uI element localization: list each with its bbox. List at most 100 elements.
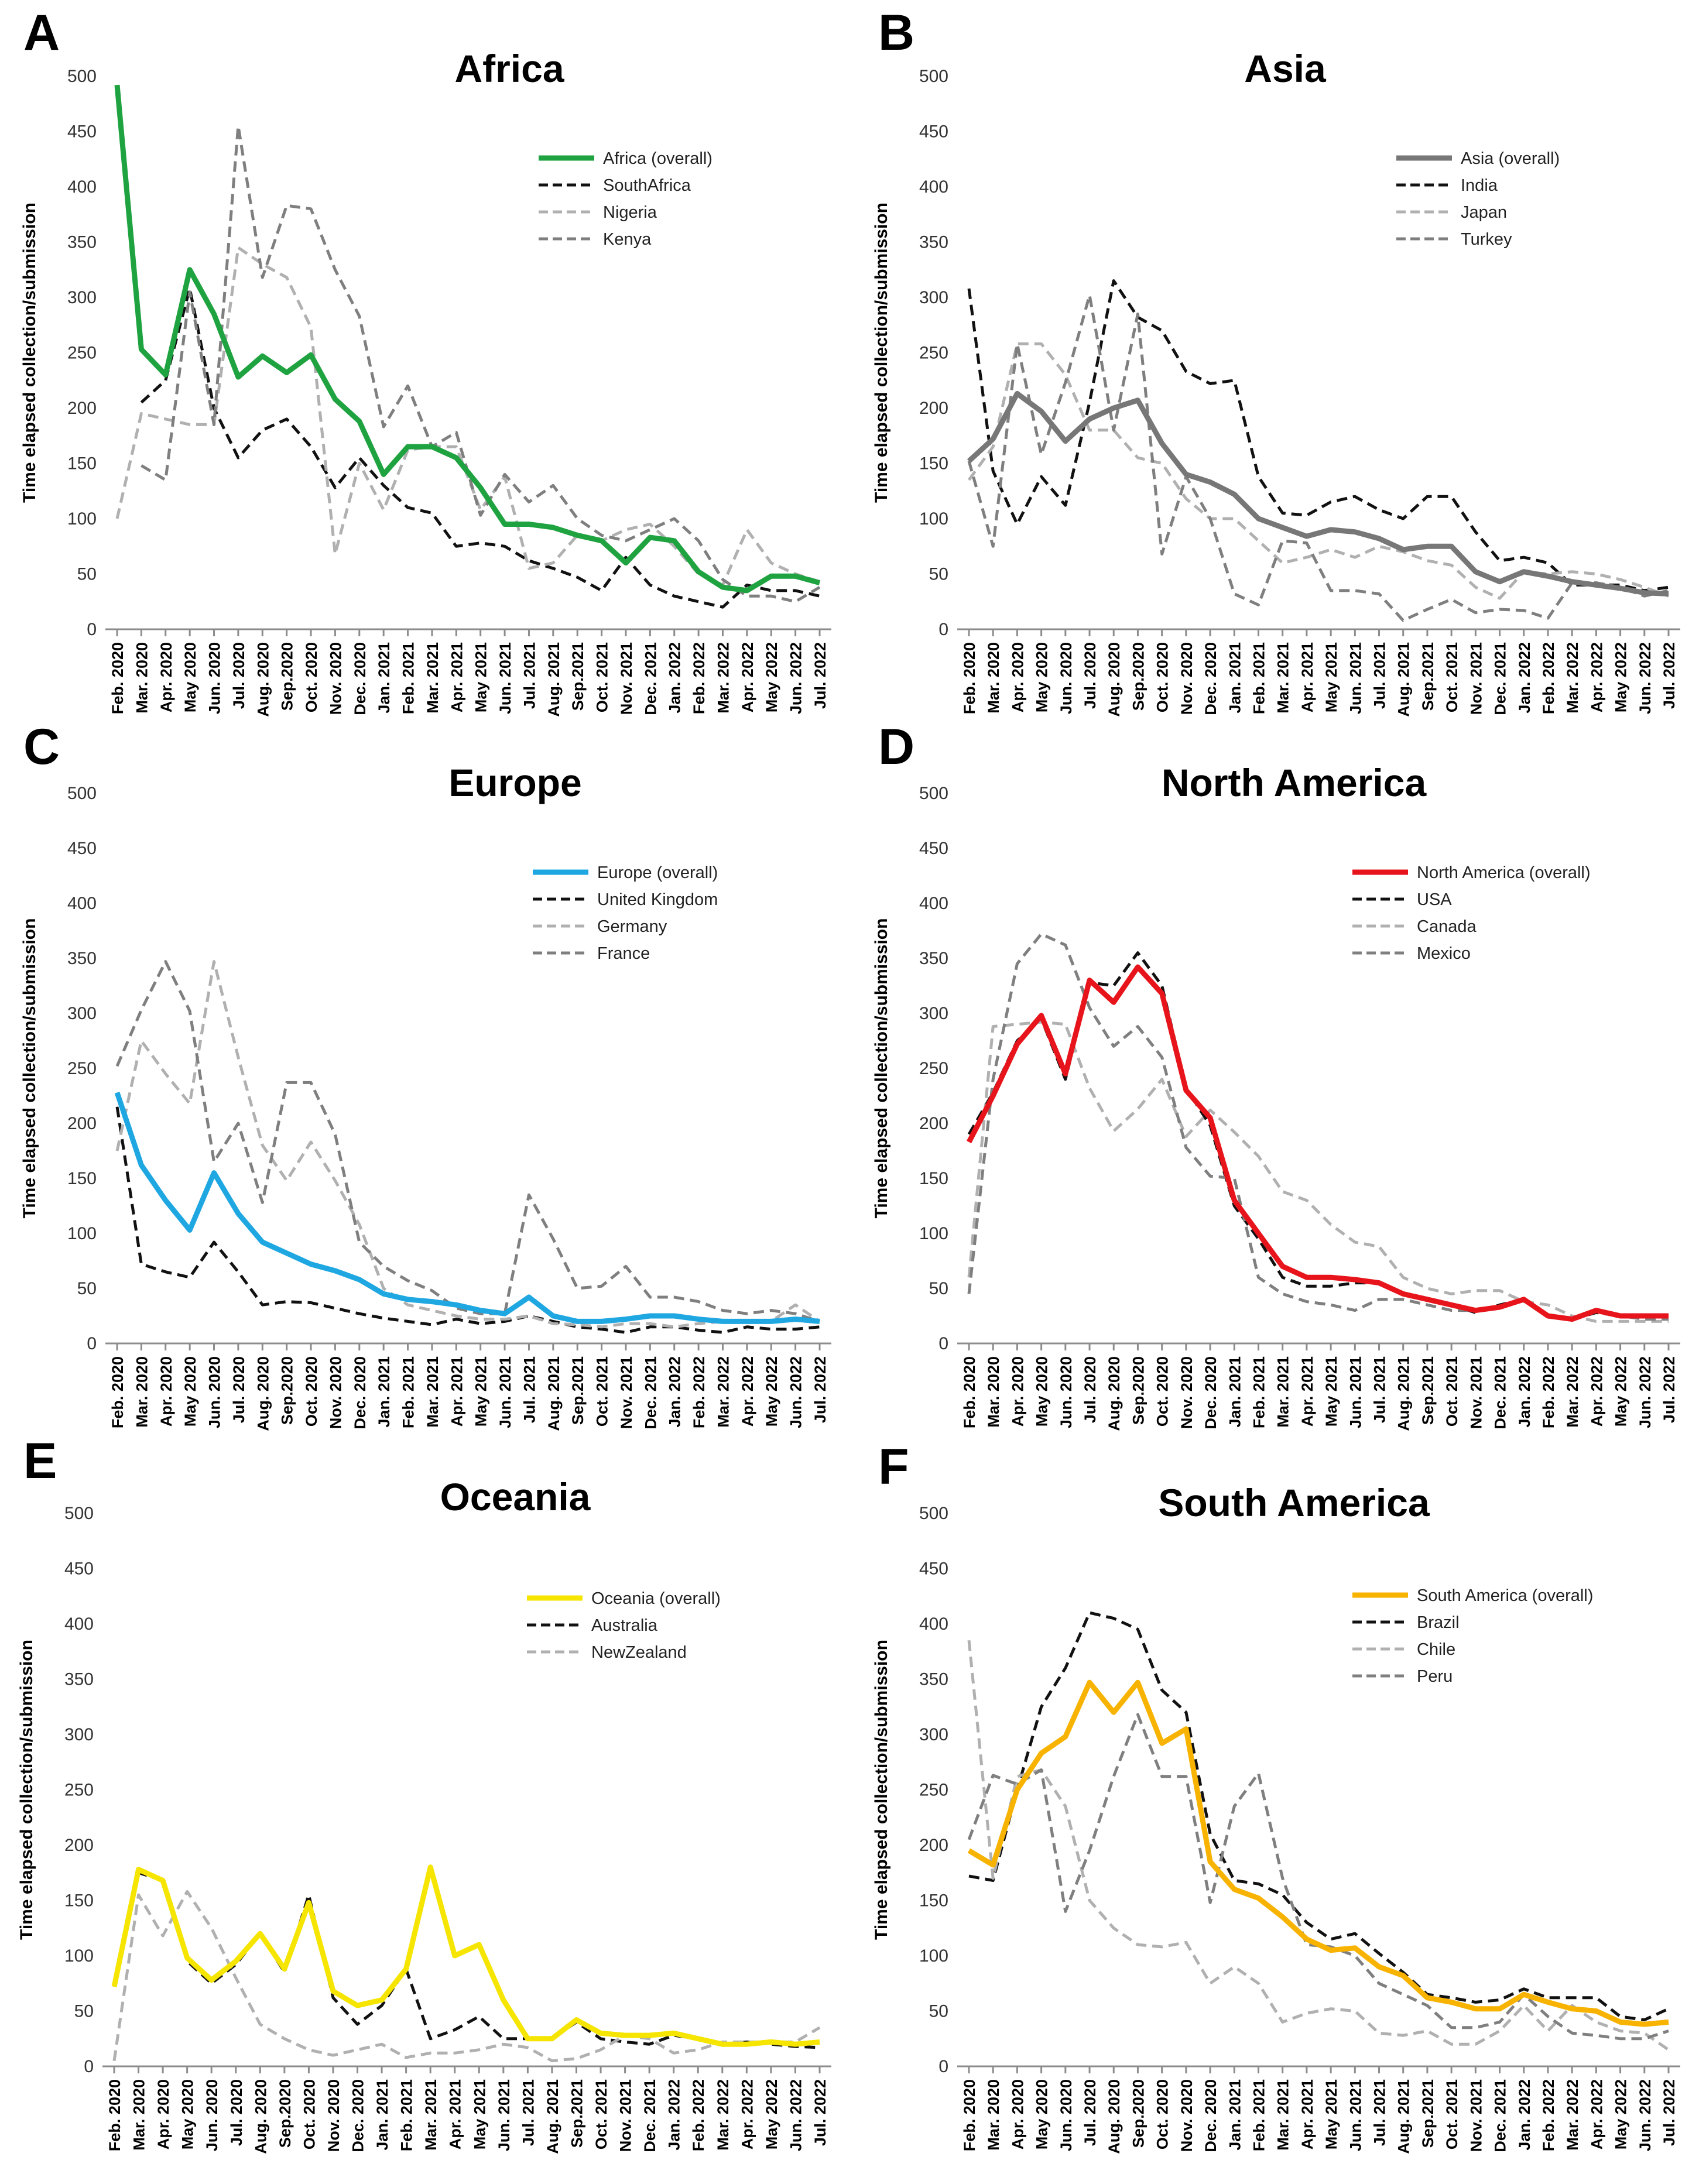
x-tick-label: Jul. 2021: [1371, 1356, 1389, 1423]
x-tick-label: Jul. 2020: [228, 2079, 245, 2146]
x-tick-label: Apr. 2020: [1009, 1356, 1026, 1427]
panel-letter: C: [23, 719, 60, 775]
y-tick-label: 100: [919, 509, 948, 529]
x-tick-label: Jun. 2020: [203, 2079, 221, 2151]
x-tick-label: Oct. 2021: [592, 2079, 610, 2149]
x-tick-label: Dec. 2020: [1202, 642, 1220, 715]
x-tick-label: Sep.2020: [279, 1356, 296, 1425]
x-tick-label: Jan. 2021: [1226, 2079, 1244, 2151]
y-tick-label: 400: [919, 1614, 948, 1634]
x-tick-label: Mar. 2021: [1275, 1356, 1292, 1428]
x-tick-label: Mar. 2020: [985, 2079, 1002, 2151]
series-line-france: [115, 960, 820, 1323]
x-tick-label: Aug. 2021: [545, 1356, 563, 1431]
y-tick-label: 150: [919, 1169, 948, 1188]
y-tick-label: 100: [919, 1224, 948, 1243]
x-tick-label: Sep.2021: [1419, 642, 1437, 711]
x-tick-label: Oct. 2020: [303, 1356, 320, 1427]
y-tick-label: 500: [64, 1504, 94, 1523]
x-tick-label: Jun. 2020: [206, 1356, 224, 1428]
series-line-nigeria: [115, 246, 820, 587]
x-tick-label: Jul. 2020: [230, 642, 248, 709]
x-tick-label: Mar. 2022: [714, 1356, 732, 1428]
x-tick-label: Mar. 2020: [133, 642, 150, 714]
x-tick-label: Oct. 2021: [1443, 1356, 1461, 1427]
x-tick-label: Jun. 2022: [787, 642, 805, 714]
y-tick-label: 450: [919, 839, 948, 858]
x-tick-label: Aug. 2020: [1105, 1356, 1123, 1431]
legend-label: Africa (overall): [603, 149, 713, 168]
y-axis-label: Time elapsed collection/submission: [17, 1640, 36, 1940]
x-tick-label: Dec. 2020: [1202, 2079, 1220, 2152]
y-axis-label: Time elapsed collection/submission: [872, 203, 891, 503]
chart-title: Asia: [1244, 47, 1327, 90]
y-tick-label: 400: [919, 894, 948, 913]
x-tick-label: Nov. 2021: [1467, 2079, 1485, 2152]
x-tick-label: Jul. 2022: [811, 642, 829, 709]
legend-label: Chile: [1417, 1640, 1455, 1659]
y-tick-label: 250: [67, 1059, 97, 1078]
x-tick-label: Sep.2020: [1129, 2079, 1147, 2148]
y-tick-label: 50: [929, 2002, 948, 2021]
x-tick-label: Mar. 2020: [131, 2079, 148, 2151]
chart-title: Oceania: [440, 1475, 591, 1518]
x-tick-label: Apr. 2022: [739, 1356, 756, 1427]
panel-letter: D: [878, 719, 914, 775]
x-tick-label: Mar. 2020: [985, 642, 1002, 714]
x-tick-label: Dec. 2021: [1492, 642, 1509, 715]
y-tick-label: 300: [67, 1004, 97, 1023]
x-tick-label: Feb. 2021: [1250, 1356, 1268, 1428]
series-line-africa-overall: [114, 84, 821, 594]
x-tick-label: Jun. 2021: [496, 642, 514, 714]
chart-panel-b: B Asia Time elapsed collection/submission 0…: [872, 5, 1680, 717]
x-tick-label: Apr. 2021: [448, 1356, 465, 1427]
x-tick-label: Sep.2020: [279, 642, 296, 711]
series-line-japan: [967, 342, 1669, 600]
x-tick-label: Apr. 2022: [1588, 642, 1605, 712]
x-tick-label: Jul. 2020: [1081, 2079, 1099, 2146]
y-tick-label: 0: [87, 620, 97, 639]
x-tick-label: Mar. 2022: [714, 642, 732, 714]
x-tick-label: Feb. 2020: [961, 1356, 978, 1428]
y-tick-label: 350: [919, 949, 948, 968]
x-tick-label: Apr. 2022: [739, 642, 756, 712]
x-tick-label: Aug. 2021: [1395, 2079, 1413, 2154]
x-tick-label: Jul. 2022: [811, 2079, 829, 2146]
x-tick-label: Aug. 2020: [254, 642, 272, 717]
series-line-canada: [967, 1020, 1669, 1323]
y-tick-label: 150: [64, 1891, 94, 1911]
x-tick-label: Feb. 2020: [106, 2079, 124, 2151]
y-tick-label: 500: [919, 1504, 948, 1523]
x-tick-label: Feb. 2022: [1540, 2079, 1557, 2151]
x-tick-label: May 2020: [1033, 642, 1051, 712]
x-tick-label: Dec. 2020: [350, 2079, 367, 2152]
x-tick-label: May 2022: [1612, 2079, 1630, 2149]
panel-letter: A: [23, 5, 60, 61]
x-tick-label: Mar. 2021: [1275, 642, 1292, 714]
y-tick-label: 500: [919, 784, 948, 803]
y-tick-label: 50: [77, 1279, 97, 1298]
y-tick-label: 450: [67, 122, 97, 142]
x-tick-label: Dec. 2021: [1492, 1356, 1509, 1429]
panel-letter: E: [23, 1433, 57, 1489]
series-line-north-america-overall: [967, 964, 1669, 1322]
series-line-kenya: [141, 124, 821, 604]
x-tick-label: May 2021: [471, 2079, 488, 2149]
x-tick-label: Jul. 2020: [1081, 1356, 1099, 1423]
chart-title: North America: [1162, 761, 1427, 804]
chart-panel-d: D North America Time elapsed collection/su…: [872, 719, 1680, 1431]
legend-label: USA: [1417, 890, 1452, 909]
legend-label: North America (overall): [1417, 863, 1591, 882]
x-tick-label: Apr. 2022: [1588, 1356, 1605, 1427]
y-tick-label: 250: [919, 344, 948, 363]
legend-label: Nigeria: [603, 203, 657, 222]
x-tick-label: Jan. 2022: [666, 2079, 683, 2151]
x-tick-label: Nov. 2021: [1467, 1356, 1485, 1429]
x-tick-label: May 2021: [1323, 642, 1340, 712]
x-tick-label: Aug. 2020: [252, 2079, 269, 2154]
x-tick-label: Jan. 2022: [1516, 642, 1533, 714]
x-tick-label: Sep.2021: [569, 642, 587, 711]
y-tick-label: 500: [919, 67, 948, 86]
x-tick-label: Aug. 2020: [1105, 2079, 1123, 2154]
x-tick-label: Nov. 2020: [327, 642, 344, 715]
